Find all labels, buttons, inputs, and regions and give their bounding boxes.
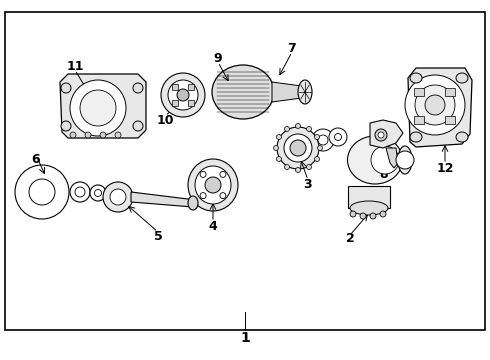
Circle shape [273, 145, 278, 150]
Text: 10: 10 [156, 113, 174, 126]
Circle shape [285, 126, 290, 131]
Circle shape [329, 128, 347, 146]
Circle shape [85, 132, 91, 138]
Circle shape [205, 177, 221, 193]
Bar [445, 88, 455, 96]
Polygon shape [370, 120, 403, 148]
Ellipse shape [168, 80, 198, 110]
Circle shape [378, 132, 384, 138]
Ellipse shape [188, 159, 238, 211]
Circle shape [100, 132, 106, 138]
Text: 4: 4 [209, 220, 218, 233]
Circle shape [70, 182, 90, 202]
Circle shape [375, 129, 387, 141]
Ellipse shape [212, 65, 274, 119]
Text: 9: 9 [214, 51, 222, 64]
Text: 3: 3 [304, 177, 312, 190]
Ellipse shape [195, 166, 231, 204]
Circle shape [318, 145, 322, 150]
Circle shape [315, 157, 319, 162]
Polygon shape [386, 148, 398, 168]
Circle shape [380, 211, 386, 217]
Polygon shape [408, 68, 472, 147]
Ellipse shape [410, 73, 422, 83]
Ellipse shape [133, 83, 143, 93]
Circle shape [75, 187, 85, 197]
Text: 5: 5 [154, 230, 162, 243]
Circle shape [405, 75, 465, 135]
Circle shape [290, 140, 306, 156]
Polygon shape [272, 82, 309, 102]
Circle shape [307, 165, 312, 170]
Circle shape [110, 189, 126, 205]
Circle shape [425, 95, 445, 115]
Circle shape [220, 171, 226, 177]
Text: 6: 6 [32, 153, 40, 166]
Circle shape [370, 213, 376, 219]
Ellipse shape [133, 121, 143, 131]
Text: 11: 11 [66, 59, 84, 72]
Circle shape [200, 193, 206, 199]
Bar [189, 84, 195, 90]
Ellipse shape [277, 127, 319, 169]
Circle shape [295, 167, 300, 172]
Ellipse shape [398, 146, 412, 174]
Circle shape [318, 135, 328, 145]
Circle shape [315, 135, 319, 140]
Bar [172, 84, 177, 90]
Text: 7: 7 [288, 41, 296, 54]
Ellipse shape [456, 132, 468, 142]
Ellipse shape [410, 132, 422, 142]
Bar [5, 12, 485, 330]
Circle shape [70, 132, 76, 138]
Circle shape [350, 211, 356, 217]
Text: 2: 2 [345, 233, 354, 246]
Circle shape [276, 157, 281, 162]
Circle shape [70, 80, 126, 136]
Circle shape [312, 129, 334, 151]
Bar [189, 100, 195, 107]
Ellipse shape [371, 146, 399, 174]
Text: 1: 1 [240, 331, 250, 345]
Ellipse shape [350, 201, 388, 215]
Circle shape [115, 132, 121, 138]
Circle shape [295, 123, 300, 129]
Ellipse shape [298, 80, 312, 104]
Ellipse shape [456, 73, 468, 83]
Circle shape [15, 165, 69, 219]
Polygon shape [131, 192, 196, 207]
Ellipse shape [161, 73, 205, 117]
Ellipse shape [347, 136, 402, 184]
Circle shape [276, 135, 281, 140]
Ellipse shape [188, 196, 198, 210]
Circle shape [285, 165, 290, 170]
Polygon shape [60, 74, 146, 138]
Bar [414, 116, 424, 124]
Circle shape [80, 90, 116, 126]
Ellipse shape [61, 121, 71, 131]
Circle shape [29, 179, 55, 205]
Circle shape [103, 182, 133, 212]
Circle shape [220, 193, 226, 199]
Bar [414, 88, 424, 96]
Ellipse shape [61, 83, 71, 93]
Circle shape [360, 213, 366, 219]
Circle shape [396, 151, 414, 169]
Ellipse shape [284, 134, 312, 162]
Circle shape [95, 189, 101, 197]
Bar [445, 116, 455, 124]
Circle shape [177, 89, 189, 101]
Circle shape [335, 134, 342, 140]
Text: 12: 12 [436, 162, 454, 175]
Bar [348, 186, 390, 208]
Circle shape [90, 185, 106, 201]
Circle shape [415, 85, 455, 125]
Text: 8: 8 [380, 167, 388, 180]
Circle shape [200, 171, 206, 177]
Bar [172, 100, 177, 107]
Circle shape [307, 126, 312, 131]
